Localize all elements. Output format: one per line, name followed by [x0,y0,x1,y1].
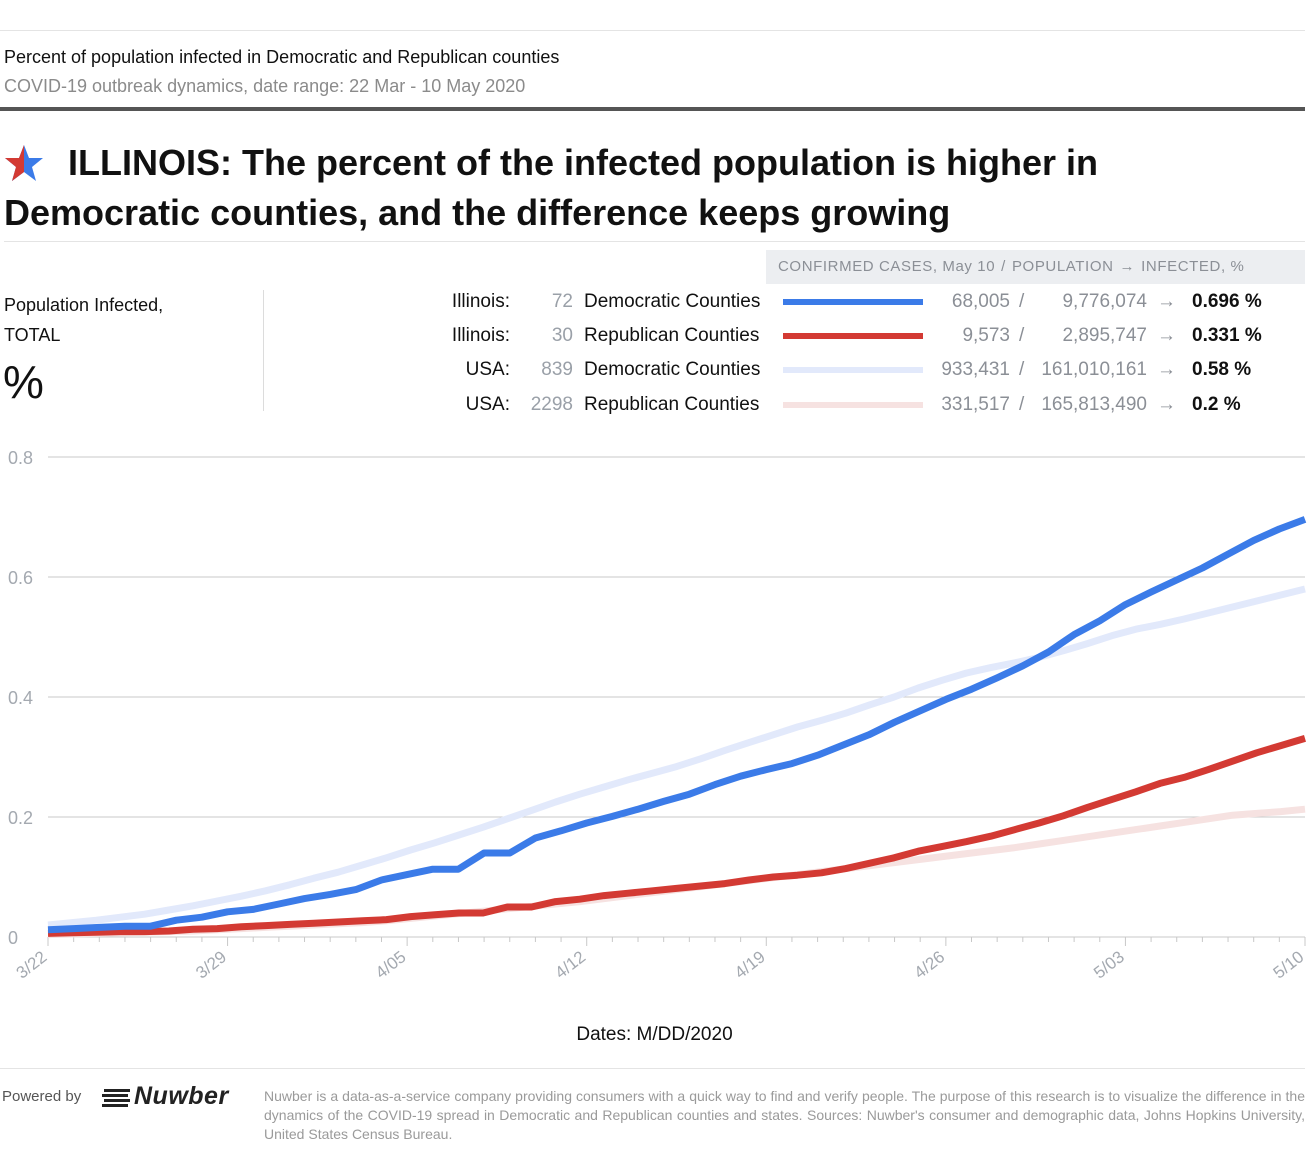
top-divider [0,30,1305,31]
legend-infected-pct: 0.331 % [1192,325,1262,346]
legend-row: Illinois: 72 Democratic Counties 68,005 / 9,7… [0,287,1309,317]
legend-region: USA: [465,359,510,380]
y-axis-title: Population Infected, TOTAL [4,295,164,345]
y-tick-label: 0.6 [8,568,33,588]
legend-cases: 68,005 [951,291,1010,312]
legend-region: Illinois: [451,325,510,346]
legend-swatch [783,402,923,408]
side-divider [263,290,264,411]
chart-title: Percent of population infected in Democr… [4,47,560,67]
legend-row: USA: 2298 Republican Counties 331,517 / 165,8… [0,390,1309,420]
legend-row: USA: 839 Democratic Counties 933,431 / 161,01… [0,355,1309,385]
legend-population: 9,776,074 [1062,291,1147,312]
series-line [47,735,1306,937]
legend-arrow: → [1157,325,1176,346]
legend-infected-pct: 0.696 % [1192,291,1262,312]
legend-population: 2,895,747 [1062,325,1147,346]
header-rule [0,107,1305,111]
y-axis-unit: % [3,356,44,408]
chart-subtitle: COVID-19 outbreak dynamics, date range: … [4,76,526,96]
legend-swatch [783,333,923,339]
legend-slash: / [1019,291,1025,312]
legend-swatch [783,299,923,305]
footer-divider [0,1068,1305,1069]
x-tick-label: 4/26 [911,947,949,982]
x-tick-label: 4/05 [372,947,410,982]
nuwber-logo-icon [102,1089,130,1107]
legend-cases: 9,573 [962,325,1010,346]
legend-arrow: → [1157,291,1176,312]
legend-region: Illinois: [451,291,510,312]
disclaimer: Nuwber is a data-as-a-service company pr… [264,1088,1305,1142]
legend-county-count: 72 [551,291,573,312]
legend-party: Republican Counties [584,394,760,415]
y-tick-label: 0.4 [8,688,33,708]
headline: ILLINOIS: The percent of the infected po… [4,142,1099,233]
legend-infected-pct: 0.58 % [1192,359,1252,380]
legend-party: Republican Counties [584,325,760,346]
legend-header: CONFIRMED CASES, May 10/POPULATION → INFEC… [766,250,1305,284]
legend-cases: 331,517 [941,394,1010,415]
legend-county-count: 2298 [530,394,573,415]
headline-divider [4,241,1305,242]
line-chart: 0 0.2 0.4 0.6 0.8 3/22 3/29 4/05 4/12 4/19 4/26 5/0… [8,448,1308,983]
y-tick-label: 0.2 [8,808,33,828]
legend-county-count: 839 [541,359,573,380]
x-tick-label: 3/29 [192,947,230,982]
x-tick-label: 4/19 [731,947,769,982]
legend-swatch [783,367,923,373]
legend-party: Democratic Counties [584,359,761,380]
y-tick-label: 0.8 [8,448,33,468]
series-line [47,585,1306,929]
legend-infected-pct: 0.2 % [1192,394,1241,415]
x-tick-label: 5/10 [1270,947,1308,982]
x-tick-label: 4/12 [551,947,589,982]
legend-arrow: → [1157,359,1176,380]
legend-population: 165,813,490 [1041,394,1147,415]
x-tick-label: 5/03 [1090,947,1128,982]
powered-by-label: Powered by [2,1088,82,1105]
legend-region: USA: [465,394,510,415]
x-axis-title: Dates: M/DD/2020 [576,1024,733,1045]
legend-county-count: 30 [551,325,573,346]
series-line [47,516,1307,934]
legend-row: Illinois: 30 Republican Counties 9,573 / 2,89… [0,321,1309,351]
legend-slash: / [1019,394,1025,415]
legend-slash: / [1019,325,1025,346]
y-tick-label: 0 [8,928,18,948]
x-tick-label: 3/22 [13,947,51,982]
legend-cases: 933,431 [941,359,1010,380]
legend-population: 161,010,161 [1041,359,1147,380]
legend-party: Democratic Counties [584,291,761,312]
legend-slash: / [1019,359,1025,380]
star-icon [5,145,43,181]
nuwber-logo[interactable]: Nuwber [134,1082,229,1110]
legend-arrow: → [1157,394,1176,415]
series-line [47,805,1306,939]
